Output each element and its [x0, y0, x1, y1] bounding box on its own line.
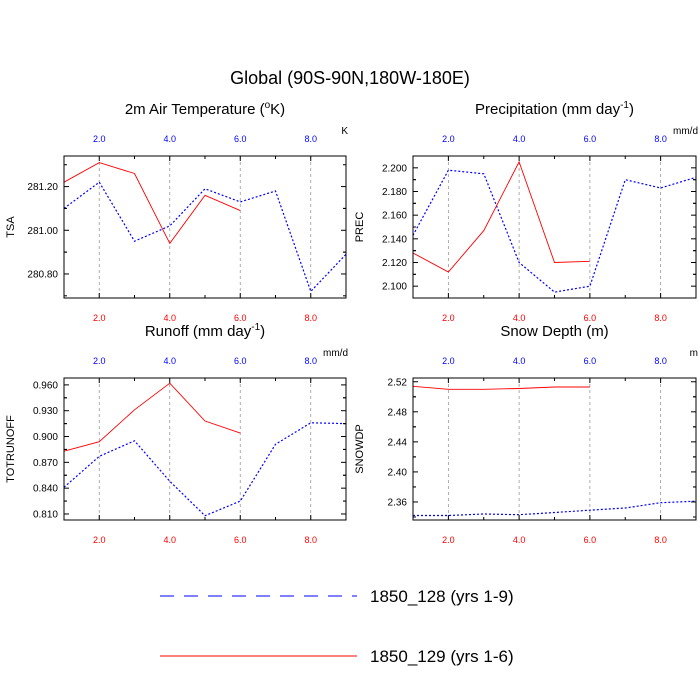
x-tick-label-bottom: 4.0	[513, 313, 526, 323]
plot-frame	[412, 377, 697, 521]
y-tick-label: 2.200	[382, 163, 407, 174]
x-tick-label-bottom: 2.0	[442, 535, 455, 545]
panel-title-superscript: -1	[620, 100, 629, 111]
panel-title: Precipitation (mm day-1)	[475, 100, 634, 118]
y-tick-label: 0.900	[33, 432, 58, 443]
x-tick-label-bottom: 4.0	[163, 535, 176, 545]
y-tick-label: 2.100	[382, 282, 407, 293]
series-line-b	[412, 385, 590, 390]
panel-title: 2m Air Temperature (oK)	[125, 100, 285, 118]
y-axis-label: SNOWDP	[354, 424, 366, 474]
y-tick-label: 2.44	[388, 437, 408, 448]
x-tick-label-bottom: 6.0	[234, 313, 247, 323]
x-tick-label-top: 4.0	[513, 134, 526, 144]
y-axis-label: TSA	[5, 216, 17, 238]
x-tick-label-top: 8.0	[654, 356, 667, 366]
x-tick-label-bottom: 8.0	[654, 313, 667, 323]
y-tick-label: 0.930	[33, 406, 58, 417]
x-tick-label-bottom: 2.0	[93, 313, 106, 323]
y-tick-label: 2.36	[388, 497, 408, 508]
x-tick-label-top: 4.0	[163, 356, 176, 366]
panel-title-superscript: o	[265, 100, 271, 111]
x-tick-label-bottom: 4.0	[163, 313, 176, 323]
panel-title-text-end: K)	[270, 101, 285, 118]
x-tick-label-top: 4.0	[513, 356, 526, 366]
x-tick-label-bottom: 6.0	[584, 535, 597, 545]
x-tick-label-top: 2.0	[93, 134, 106, 144]
panel-title-text: Snow Depth (m)	[500, 323, 608, 340]
y-tick-label: 0.840	[33, 484, 58, 495]
x-tick-label-bottom: 8.0	[654, 535, 667, 545]
plot-frame	[412, 155, 697, 299]
x-tick-label-bottom: 2.0	[442, 313, 455, 323]
x-tick-label-top: 2.0	[442, 356, 455, 366]
panels-group: 2.0 2.0 4.0 4.0 6.0 6.0 8.0 8.0 280.80 281.00 281.…	[5, 100, 698, 545]
legend-label-series-b: 1850_129 (yrs 1-6)	[370, 647, 514, 666]
x-tick-label-bottom: 8.0	[304, 313, 317, 323]
chart-panel-3: 2.0 2.0 4.0 4.0 6.0 6.0 8.0 8.0 0.810 0.840 0.870 0…	[5, 322, 348, 545]
series-line-b	[412, 160, 590, 273]
y-tick-label: 0.870	[33, 458, 58, 469]
x-tick-label-top: 4.0	[163, 134, 176, 144]
series-line-a	[63, 181, 347, 293]
x-tick-label-top: 6.0	[584, 134, 597, 144]
series-line-a	[413, 500, 697, 517]
x-tick-label-top: 2.0	[442, 134, 455, 144]
legend-label-series-a: 1850_128 (yrs 1-9)	[370, 587, 514, 606]
figure-title: Global (90S-90N,180W-180E)	[230, 68, 470, 88]
x-tick-label-top: 8.0	[304, 134, 317, 144]
y-tick-label: 2.160	[382, 211, 407, 222]
panel-title-superscript: -1	[251, 322, 260, 333]
legend: 1850_128 (yrs 1-9) 1850_129 (yrs 1-6)	[160, 587, 514, 666]
panel-title: Runoff (mm day-1)	[145, 322, 265, 340]
plot-frame	[63, 155, 347, 299]
x-tick-label-top: 6.0	[234, 356, 247, 366]
y-tick-label: 2.140	[382, 234, 407, 245]
chart-panel-2: 2.0 2.0 4.0 4.0 6.0 6.0 8.0 8.0 2.100 2.120 2.140 2…	[354, 100, 698, 323]
y-axis-label: TOTRUNOFF	[5, 415, 17, 483]
x-tick-label-bottom: 2.0	[93, 535, 106, 545]
x-tick-label-bottom: 6.0	[584, 313, 597, 323]
y-tick-label: 281.00	[27, 226, 58, 237]
panel-title: Snow Depth (m)	[500, 323, 608, 340]
y-tick-label: 2.120	[382, 258, 407, 269]
series-line-a	[63, 422, 347, 517]
y-tick-label: 2.52	[388, 377, 408, 388]
y-tick-label: 2.48	[388, 407, 408, 418]
panel-title-text-end: )	[629, 101, 634, 118]
chart-panel-4: 2.0 2.0 4.0 4.0 6.0 6.0 8.0 8.0 2.36 2.40 2.44 2.48…	[354, 323, 698, 545]
chart-panel-1: 2.0 2.0 4.0 4.0 6.0 6.0 8.0 8.0 280.80 281.00 281.…	[5, 100, 348, 323]
y-tick-label: 0.960	[33, 380, 58, 391]
panel-title-text: Runoff (mm day	[145, 323, 252, 340]
panel-title-text: Precipitation (mm day	[475, 101, 621, 118]
y-tick-label: 280.80	[27, 269, 58, 280]
x-tick-label-bottom: 8.0	[304, 535, 317, 545]
x-tick-label-top: 8.0	[304, 356, 317, 366]
plot-frame	[63, 377, 347, 521]
x-tick-label-top: 6.0	[234, 134, 247, 144]
unit-label: K	[341, 126, 348, 137]
panel-title-text-end: )	[260, 323, 265, 340]
x-tick-label-bottom: 4.0	[513, 535, 526, 545]
x-tick-label-top: 2.0	[93, 356, 106, 366]
x-tick-label-top: 6.0	[584, 356, 597, 366]
y-axis-label: PREC	[354, 212, 366, 243]
series-line-b	[63, 382, 241, 452]
unit-label: m	[690, 348, 698, 359]
panel-title-text: 2m Air Temperature (	[125, 101, 265, 118]
x-tick-label-top: 8.0	[654, 134, 667, 144]
y-tick-label: 0.810	[33, 509, 58, 520]
series-line-a	[412, 169, 697, 293]
x-tick-label-bottom: 6.0	[234, 535, 247, 545]
y-tick-label: 2.180	[382, 187, 407, 198]
y-tick-label: 281.20	[27, 182, 58, 193]
series-line-b	[63, 162, 241, 245]
unit-label: mm/d	[323, 348, 348, 359]
y-tick-label: 2.40	[388, 467, 408, 478]
unit-label: mm/d	[673, 126, 698, 137]
